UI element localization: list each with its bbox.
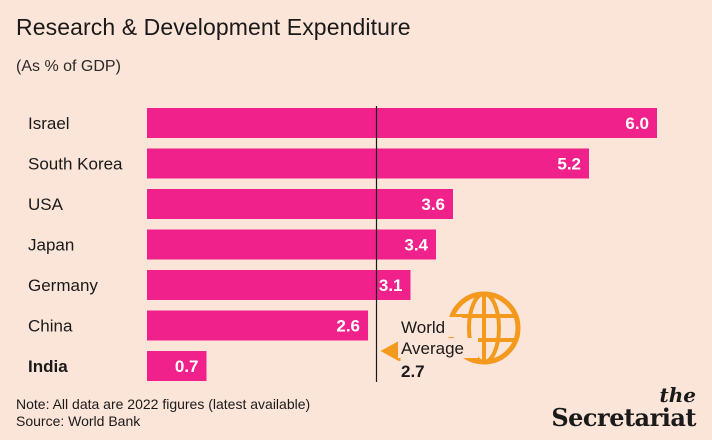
category-label-india: India	[28, 357, 68, 376]
world-average-label-line1: World	[401, 318, 445, 337]
category-label-usa: USA	[28, 195, 64, 214]
bar-usa	[147, 189, 453, 219]
brand-logo: the Secretariat	[551, 383, 696, 432]
bar-india	[147, 351, 207, 381]
bar-japan	[147, 229, 436, 260]
note-text: Note: All data are 2022 figures (latest …	[16, 396, 311, 412]
source-text: Source: World Bank	[16, 413, 141, 429]
world-average-value: 2.7	[401, 362, 425, 381]
value-label-japan: 3.4	[404, 236, 428, 255]
value-label-usa: 3.6	[421, 195, 445, 214]
category-label-germany: Germany	[28, 276, 98, 295]
label-bg-2	[398, 361, 430, 381]
value-label-south-korea: 5.2	[557, 155, 581, 174]
value-label-germany: 3.1	[379, 276, 403, 295]
category-label-israel: Israel	[28, 114, 70, 133]
chart-subtitle: (As % of GDP)	[16, 58, 121, 75]
footnotes: Note: All data are 2022 figures (latest …	[16, 396, 310, 430]
label-bg-1	[398, 338, 478, 358]
bar-israel	[147, 108, 657, 138]
chart-title: Research & Development Expenditure	[16, 14, 411, 40]
world-average-label-bg	[398, 317, 478, 381]
bar-germany	[147, 270, 411, 300]
category-label-south-korea: South Korea	[28, 155, 123, 174]
brand-name: Secretariat	[551, 403, 696, 432]
world-average-label-line2: Average	[401, 339, 464, 358]
bar-china	[147, 310, 368, 341]
value-label-india: 0.7	[175, 357, 199, 376]
value-label-israel: 6.0	[625, 114, 649, 133]
category-label-japan: Japan	[28, 236, 74, 255]
bars-group: Israel 6.0 South Korea 5.2 USA 3.6 Japan 3.4 Ger…	[28, 108, 657, 381]
world-average-arrow	[380, 340, 401, 362]
value-label-china: 2.6	[336, 317, 360, 336]
bar-south-korea	[147, 148, 589, 179]
brand-the: the	[659, 383, 696, 407]
label-bg-0	[398, 317, 462, 337]
category-label-china: China	[28, 317, 73, 336]
